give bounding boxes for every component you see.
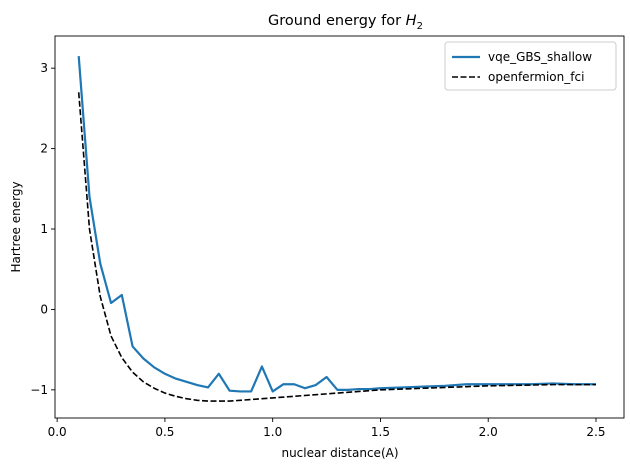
chart-title-text: Ground energy for bbox=[268, 13, 406, 29]
y-tick-label: 3 bbox=[40, 61, 48, 75]
y-tick-label: 0 bbox=[40, 302, 48, 316]
y-tick-label: 1 bbox=[40, 222, 48, 236]
x-tick-label: 1.5 bbox=[371, 425, 390, 439]
y-tick-label: 2 bbox=[40, 142, 48, 156]
x-tick-label: 2.5 bbox=[586, 425, 605, 439]
legend-box bbox=[444, 41, 617, 91]
y-axis-label: Hartree energy bbox=[9, 181, 23, 272]
chart-title: Ground energy for H2 bbox=[268, 13, 423, 32]
legend: vqe_GBS_shallow openfermion_fci bbox=[444, 41, 617, 91]
y-tick-label: −1 bbox=[30, 383, 48, 397]
x-tick-label: 0.0 bbox=[48, 425, 67, 439]
series-line-vqe_GBS_shallow bbox=[77, 56, 596, 393]
legend-label-openfermion_fci: openfermion_fci bbox=[488, 70, 584, 84]
chart-title-math-sub: 2 bbox=[417, 21, 423, 32]
x-tick-label: 1.0 bbox=[263, 425, 282, 439]
legend-label-vqe_GBS_shallow: vqe_GBS_shallow bbox=[488, 50, 592, 64]
x-axis-label: nuclear distance(A) bbox=[281, 446, 398, 460]
axes-frame bbox=[54, 35, 625, 419]
x-tick-label: 0.5 bbox=[155, 425, 174, 439]
series-line-openfermion_fci bbox=[77, 92, 596, 402]
chart-title-math: H bbox=[406, 13, 417, 29]
x-tick-label: 2.0 bbox=[479, 425, 498, 439]
plot-area bbox=[77, 56, 596, 402]
axes-ticks: 0.0 0.5 1.0 1.5 2.0 2.5 −1 0 1 2 3 bbox=[30, 35, 625, 439]
